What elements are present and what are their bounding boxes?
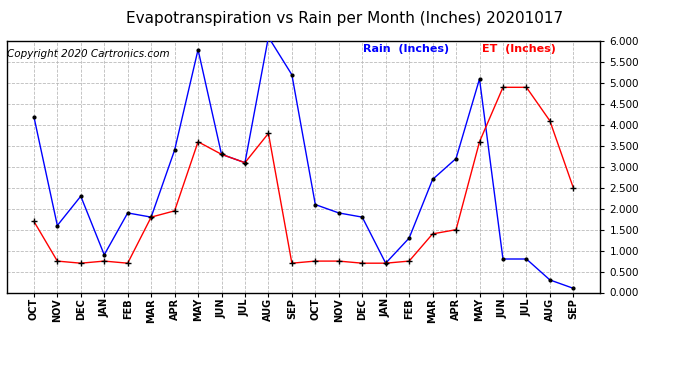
Text: ET  (Inches): ET (Inches) (482, 44, 555, 54)
Text: Copyright 2020 Cartronics.com: Copyright 2020 Cartronics.com (7, 49, 170, 59)
Text: Rain  (Inches): Rain (Inches) (363, 44, 449, 54)
Text: Evapotranspiration vs Rain per Month (Inches) 20201017: Evapotranspiration vs Rain per Month (In… (126, 11, 564, 26)
